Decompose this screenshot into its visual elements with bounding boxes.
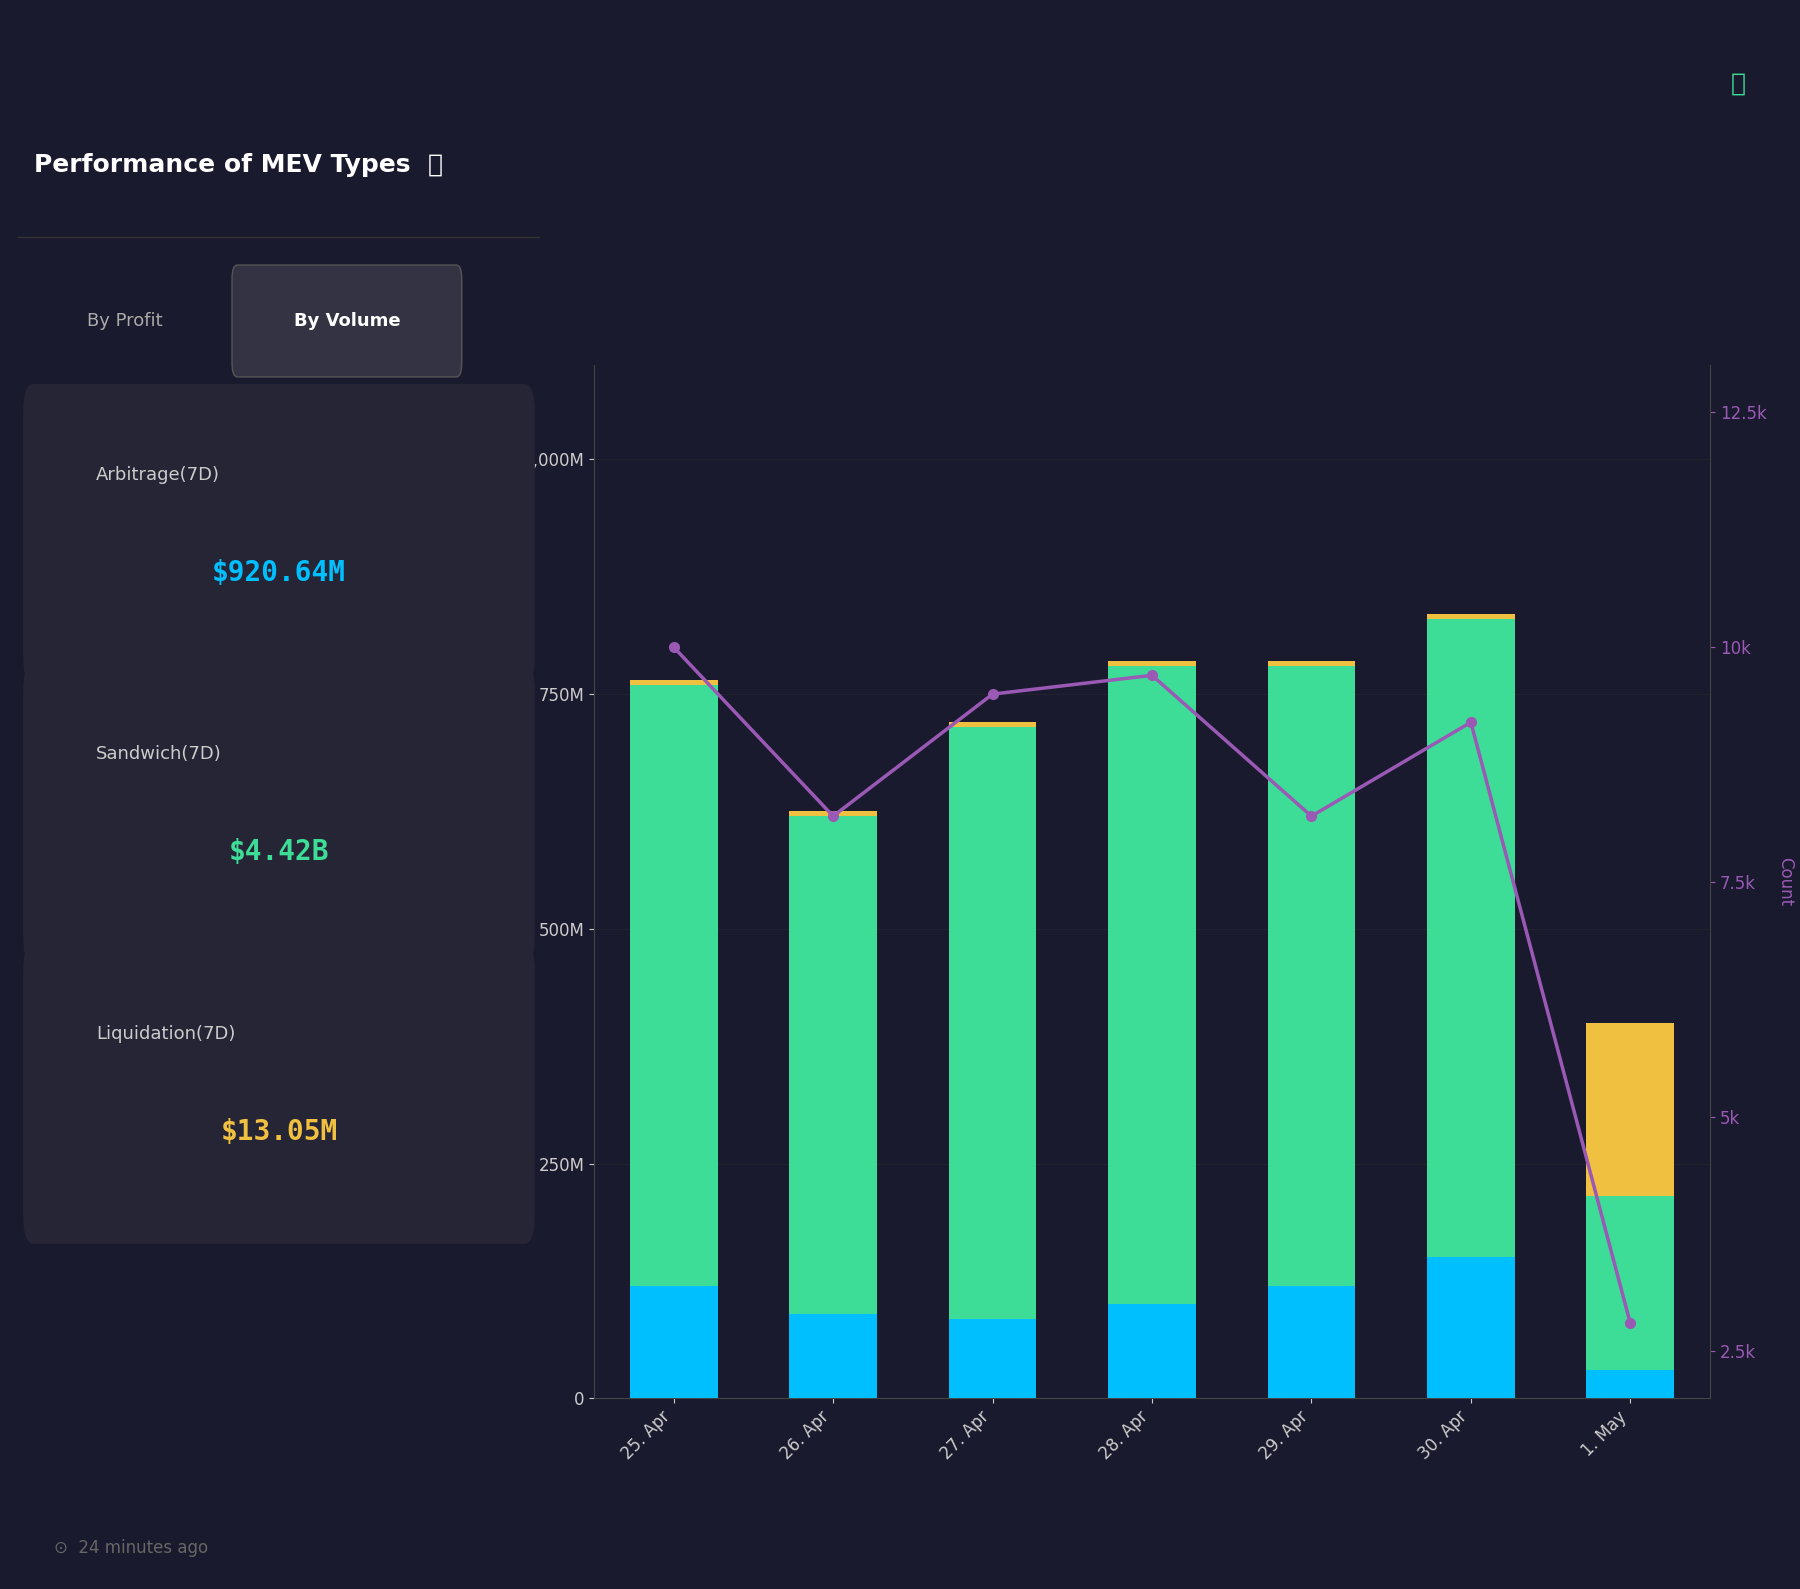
FancyBboxPatch shape (23, 944, 535, 1244)
Bar (788, 1314, 877, 1398)
Bar (1267, 661, 1355, 666)
Bar (1427, 615, 1514, 620)
Text: ⊙  24 minutes ago: ⊙ 24 minutes ago (54, 1540, 209, 1557)
FancyBboxPatch shape (23, 664, 535, 965)
Text: By Profit: By Profit (86, 311, 162, 331)
Count (981, 685, 1003, 704)
Count (823, 807, 844, 826)
FancyBboxPatch shape (232, 265, 461, 377)
Bar (1427, 620, 1514, 1257)
Bar (949, 1319, 1037, 1398)
Text: By Volume: By Volume (293, 311, 400, 331)
Bar (630, 1286, 718, 1398)
Count (1620, 1314, 1642, 1333)
Bar (630, 680, 718, 685)
Bar (788, 817, 877, 1314)
Count (662, 637, 684, 656)
Bar (1586, 1370, 1674, 1398)
Y-axis label: Count: Count (1777, 858, 1795, 906)
Bar (1109, 1305, 1195, 1398)
Y-axis label: Volume($): Volume($) (499, 839, 517, 925)
Bar (949, 723, 1037, 726)
Bar (1586, 1197, 1674, 1370)
Bar (788, 812, 877, 817)
Text: $13.05M: $13.05M (220, 1119, 338, 1146)
Count (1141, 666, 1163, 685)
Bar (1586, 1023, 1674, 1197)
Line: Count: Count (670, 642, 1634, 1328)
Text: Performance of MEV Types  ⓘ: Performance of MEV Types ⓘ (34, 153, 443, 178)
Count (1301, 807, 1323, 826)
Bar (949, 726, 1037, 1319)
Bar (1267, 666, 1355, 1286)
Bar (1267, 1286, 1355, 1398)
Bar (1109, 661, 1195, 666)
Text: ⛶: ⛶ (1732, 72, 1746, 95)
Bar (630, 685, 718, 1286)
Text: $4.42B: $4.42B (229, 839, 329, 866)
FancyBboxPatch shape (23, 385, 535, 685)
Text: $920.64M: $920.64M (212, 559, 346, 586)
Bar (1427, 1257, 1514, 1398)
Text: Liquidation(7D): Liquidation(7D) (97, 1025, 236, 1042)
Count (1460, 713, 1481, 733)
Bar (1109, 666, 1195, 1305)
Text: Sandwich(7D): Sandwich(7D) (97, 745, 221, 763)
Text: Arbitrage(7D): Arbitrage(7D) (97, 466, 220, 483)
